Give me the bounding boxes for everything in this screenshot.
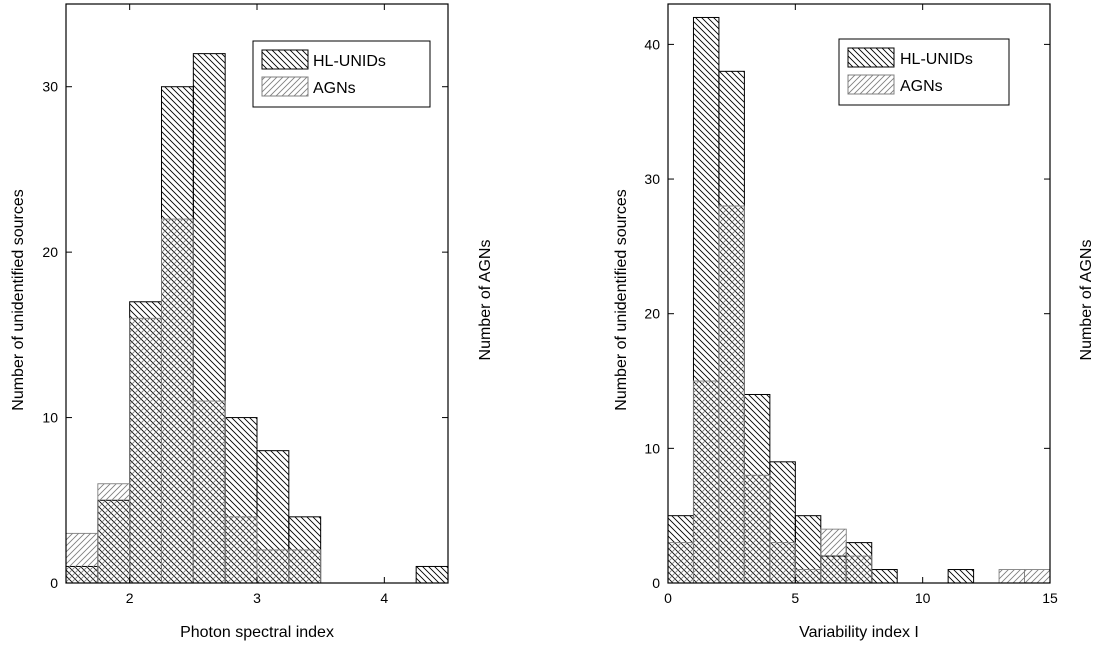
right-y-tick-label: 10 (644, 440, 660, 456)
left-right-y-axis-label: Number of AGNs (477, 240, 494, 361)
right-bar-agns (1024, 569, 1051, 584)
right-bar-agns (693, 380, 720, 584)
right-x-tick-label: 15 (1042, 590, 1058, 606)
left-bar-agns (161, 218, 194, 584)
right-bar-agns (820, 528, 847, 584)
left-x-tick-label: 2 (126, 590, 134, 606)
right-plot-frame (667, 3, 1051, 584)
right-bar-agns (718, 205, 745, 584)
right-bar-agns (769, 542, 796, 584)
left-bar-agns (224, 516, 258, 584)
right-y-tick-label: 40 (644, 36, 660, 52)
right-legend: HL-UNIDs AGNs (838, 38, 1010, 106)
left-bar-agns (192, 400, 226, 584)
right-legend-label-agns: AGNs (900, 78, 943, 95)
left-legend-swatch-agns (261, 76, 309, 97)
left-bar-agns (97, 483, 131, 584)
right-x-axis-label: Variability index I (799, 624, 919, 641)
right-bar-agns (667, 542, 694, 584)
left-legend-swatch-hl-unids (261, 49, 309, 70)
right-bar-agns (743, 474, 771, 584)
right-bar-hl-unids (871, 569, 898, 584)
left-legend: HL-UNIDs AGNs (252, 40, 431, 108)
right-legend-label-hl-unids: HL-UNIDs (900, 51, 973, 68)
left-legend-label-agns: AGNs (313, 80, 356, 97)
right-bar-agns (794, 569, 822, 584)
right-bar-agns (998, 569, 1025, 584)
left-y-tick-label: 10 (42, 410, 58, 426)
right-panel: 0 5 10 15 0 10 20 30 40 Variability index I Numb… (613, 3, 1095, 641)
left-y-tick-label: 20 (42, 244, 58, 260)
left-x-tick-label: 3 (253, 590, 261, 606)
left-panel: 2 3 4 0 10 20 30 Photon spectral index Number … (10, 3, 494, 641)
right-x-tick-label: 5 (791, 590, 799, 606)
right-x-tick-label: 10 (915, 590, 931, 606)
left-bar-hl-unids (415, 565, 449, 584)
right-y-tick-label: 0 (652, 575, 660, 591)
left-y-tick-label: 30 (42, 79, 58, 95)
left-y-axis-label: Number of unidentified sources (10, 189, 27, 410)
left-legend-label-hl-unids: HL-UNIDs (313, 53, 386, 70)
left-bar-agns (256, 549, 290, 584)
right-y-tick-label: 20 (644, 306, 660, 322)
right-y-axis-label: Number of unidentified sources (613, 189, 630, 410)
right-x-tick-label: 0 (664, 590, 672, 606)
right-y-tick-label: 30 (644, 171, 660, 187)
right-right-y-axis-label: Number of AGNs (1078, 240, 1095, 361)
right-legend-swatch-hl-unids (847, 47, 895, 68)
left-y-tick-label: 0 (50, 575, 58, 591)
right-bar-hl-unids (947, 569, 975, 584)
left-x-tick-label: 4 (380, 590, 388, 606)
left-bar-agns (129, 317, 162, 584)
right-bar-agns (845, 555, 873, 584)
left-bar-agns (65, 532, 99, 584)
right-legend-swatch-agns (847, 74, 895, 95)
left-x-axis-label: Photon spectral index (180, 624, 334, 641)
left-bar-agns (288, 549, 322, 584)
